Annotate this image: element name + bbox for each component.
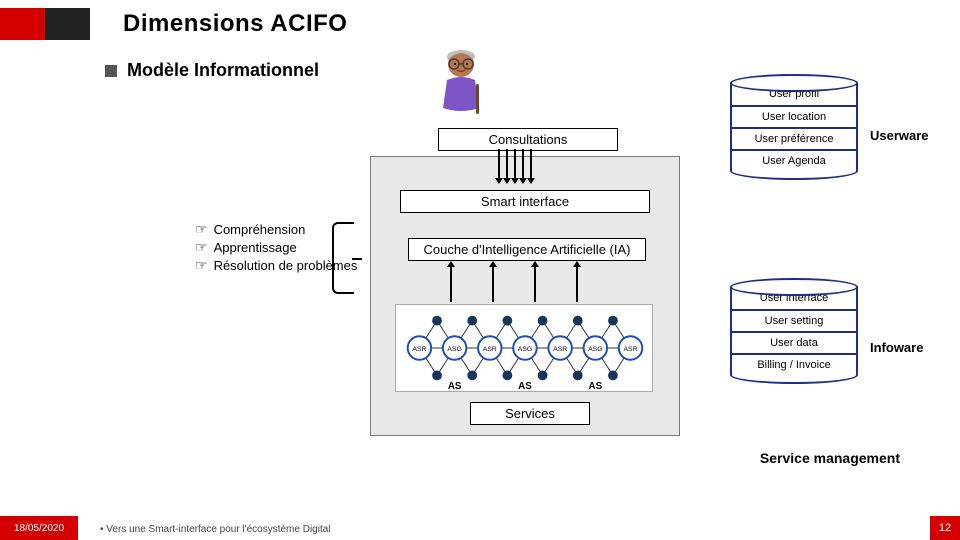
elderly-user-icon — [435, 50, 487, 120]
svg-text:AS: AS — [589, 381, 603, 391]
infoware-label: Infoware — [870, 340, 923, 355]
consultations-box: Consultations — [438, 128, 618, 151]
up-arrows — [450, 262, 578, 302]
ia-layer-box: Couche d'Intelligence Artificielle (IA) — [408, 238, 646, 261]
smart-interface-box: Smart interface — [400, 190, 650, 213]
square-bullet-icon — [105, 65, 117, 77]
cyl-band: User location — [732, 105, 856, 127]
svg-text:ASR: ASR — [623, 346, 637, 353]
footer-text: • Vers une Smart-interface pour l'écosys… — [100, 524, 331, 535]
accent-block-red — [0, 8, 45, 40]
network-diagram: ASR ASG ASR ASG ASR ASG ASR AS AS AS — [395, 304, 653, 392]
services-box: Services — [470, 402, 590, 425]
service-management-label: Service management — [760, 450, 900, 466]
svg-text:ASR: ASR — [553, 346, 567, 353]
pointer-icon: ☞ — [195, 240, 208, 254]
footer: 18/05/2020 • Vers une Smart-interface po… — [0, 516, 960, 540]
svg-text:AS: AS — [518, 381, 532, 391]
userware-label: Userware — [870, 128, 929, 143]
svg-text:AS: AS — [448, 381, 462, 391]
pointer-icon: ☞ — [195, 258, 208, 272]
cyl-band: User Agenda — [732, 149, 856, 171]
footer-date: 18/05/2020 — [0, 516, 78, 540]
subtitle-row: Modèle Informationnel — [105, 60, 319, 81]
down-arrows — [498, 149, 532, 183]
svg-text:ASG: ASG — [518, 346, 532, 353]
accent-block-black — [45, 8, 90, 40]
userware-cylinder: User profil User location User préférenc… — [730, 74, 858, 180]
subtitle: Modèle Informationnel — [127, 60, 319, 81]
svg-text:ASG: ASG — [447, 346, 461, 353]
capability-item: Apprentissage — [214, 240, 297, 255]
page-number: 12 — [930, 516, 960, 540]
infoware-cylinder: User interface User setting User data Bi… — [730, 278, 858, 384]
cyl-band: Billing / Invoice — [732, 353, 856, 375]
cyl-band: User data — [732, 331, 856, 353]
svg-text:ASR: ASR — [483, 346, 497, 353]
svg-text:ASG: ASG — [588, 346, 602, 353]
pointer-icon: ☞ — [195, 222, 208, 236]
brace-icon — [332, 222, 354, 294]
cyl-band: User préférence — [732, 127, 856, 149]
svg-text:ASR: ASR — [412, 346, 426, 353]
page-title: Dimensions ACIFO — [123, 10, 347, 38]
cyl-band: User setting — [732, 309, 856, 331]
capability-item: Compréhension — [214, 222, 306, 237]
